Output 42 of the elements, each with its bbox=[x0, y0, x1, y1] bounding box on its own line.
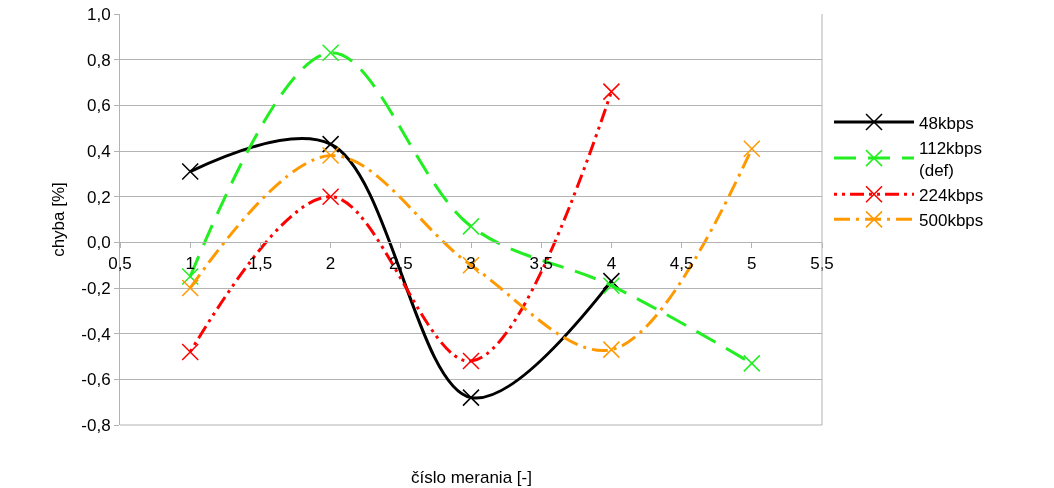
x-tick-label: 5 bbox=[747, 253, 757, 273]
point bbox=[181, 343, 199, 361]
point bbox=[462, 352, 480, 370]
point bbox=[602, 340, 621, 359]
point bbox=[181, 279, 199, 297]
y-tick-label: 0,2 bbox=[86, 187, 111, 207]
point bbox=[181, 162, 199, 181]
y-tick-label: 0,8 bbox=[86, 50, 111, 70]
point bbox=[602, 272, 621, 290]
y-tick-label: -0,8 bbox=[81, 415, 111, 435]
point bbox=[602, 276, 621, 295]
y-tick-label: 0,6 bbox=[86, 96, 111, 116]
point bbox=[321, 44, 340, 62]
point bbox=[462, 217, 480, 236]
x-tick-label: 2 bbox=[325, 253, 336, 273]
point bbox=[743, 139, 761, 158]
legend-label: 500kbps bbox=[919, 211, 984, 230]
point bbox=[321, 187, 340, 206]
point bbox=[602, 82, 621, 101]
x-tick-label: 4,5 bbox=[669, 253, 694, 273]
point bbox=[321, 146, 340, 165]
point bbox=[462, 388, 480, 407]
y-axis-title: chyba [%] bbox=[48, 182, 68, 257]
legend-label: 224kbps bbox=[919, 185, 984, 205]
y-tick-label: -0,4 bbox=[81, 324, 111, 344]
x-tick-label: 0,5 bbox=[108, 253, 132, 273]
x-tick-label: 4 bbox=[606, 253, 617, 273]
x-tick-label: 3 bbox=[466, 253, 476, 273]
x-axis-title: číslo merania [-] bbox=[411, 468, 532, 487]
point bbox=[743, 354, 761, 373]
x-tick-label: 1,5 bbox=[248, 253, 273, 273]
y-tick-label: -0,6 bbox=[81, 370, 111, 390]
x-tick-label: 1 bbox=[185, 253, 195, 273]
legend-label: 48kbps bbox=[919, 113, 974, 133]
y-tick-label: -0,2 bbox=[81, 278, 111, 298]
y-tick-label: 0,4 bbox=[86, 141, 111, 161]
legend-label: 112kbps (def) bbox=[919, 138, 983, 180]
point bbox=[181, 267, 199, 286]
y-tick-label: 1,0 bbox=[86, 4, 111, 24]
x-tick-label: 5,5 bbox=[810, 253, 834, 273]
y-tick-label: 0,0 bbox=[86, 233, 111, 253]
point bbox=[321, 135, 340, 153]
